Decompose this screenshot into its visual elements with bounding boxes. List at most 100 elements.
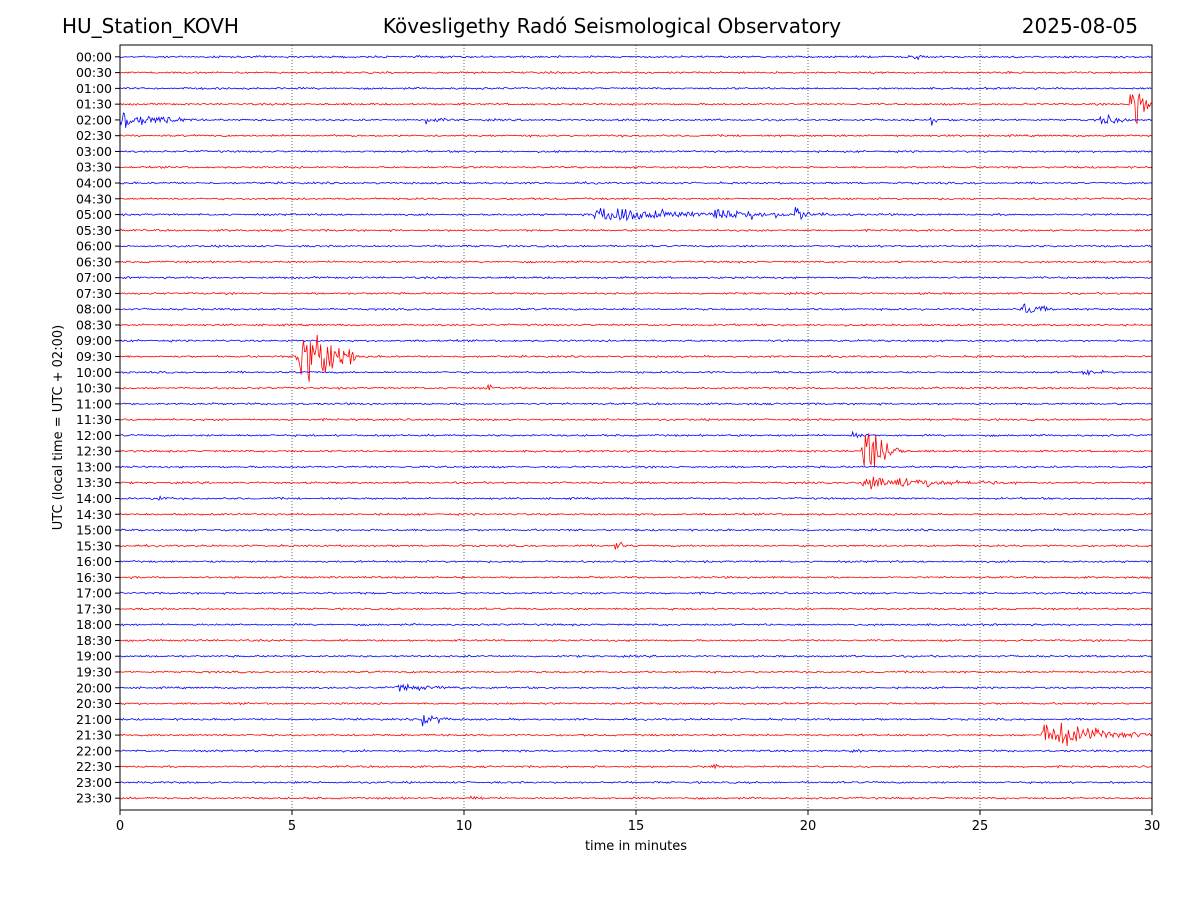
y-tick-label: 00:30: [76, 65, 112, 80]
trace-1600: [119, 559, 1153, 564]
y-tick-label: 10:00: [76, 365, 112, 380]
y-tick-label: 23:00: [76, 775, 112, 790]
y-tick-label: 20:00: [76, 680, 112, 695]
x-axis-label: time in minutes: [585, 839, 687, 854]
chart-title: Kövesligethy Radó Seismological Observat…: [382, 14, 842, 38]
trace-2030: [119, 701, 1153, 706]
x-tick-label: 30: [1144, 819, 1161, 834]
y-tick-label: 11:00: [76, 396, 112, 411]
trace-0200: [119, 112, 1153, 128]
y-tick-label: 06:00: [76, 239, 112, 254]
y-tick-label: 16:00: [76, 554, 112, 569]
y-tick-label: 08:00: [76, 302, 112, 317]
y-axis-ticks: 00:0000:3001:0001:3002:0002:3003:0003:30…: [76, 49, 120, 806]
y-tick-label: 13:00: [76, 459, 112, 474]
trace-0430: [119, 197, 1153, 201]
trace-1630: [119, 575, 1153, 580]
station-label: HU_Station_KOVH: [62, 14, 239, 38]
x-axis-ticks: 0 5 10 15 20 25 30: [116, 810, 1160, 834]
y-tick-label: 04:00: [76, 176, 112, 191]
y-tick-label: 05:30: [76, 223, 112, 238]
y-tick-label: 13:30: [76, 475, 112, 490]
y-tick-label: 14:30: [76, 507, 112, 522]
trace-1530: [119, 541, 1153, 550]
y-tick-label: 22:30: [76, 759, 112, 774]
trace-1800: [119, 622, 1153, 627]
trace-1930: [119, 670, 1153, 675]
trace-0100: [119, 86, 1153, 91]
y-tick-label: 07:30: [76, 286, 112, 301]
trace-2230: [119, 763, 1153, 770]
y-tick-label: 01:30: [76, 97, 112, 112]
trace-2300: [119, 780, 1153, 785]
trace-1200: [119, 430, 1153, 439]
seismic-traces: [119, 54, 1153, 801]
trace-0800: [119, 303, 1153, 313]
trace-2130: [119, 722, 1153, 747]
trace-1030: [119, 383, 1153, 391]
y-tick-label: 18:00: [76, 617, 112, 632]
trace-1500: [120, 528, 1152, 532]
y-axis-label: UTC (local time = UTC + 02:00): [51, 325, 66, 530]
date-label: 2025-08-05: [1021, 14, 1138, 38]
trace-0230: [119, 133, 1153, 138]
x-tick-label: 5: [288, 819, 296, 834]
y-tick-label: 16:30: [76, 570, 112, 585]
y-tick-label: 01:00: [76, 81, 112, 96]
trace-1730: [119, 607, 1153, 611]
trace-0400: [119, 181, 1153, 185]
trace-2200: [120, 748, 1153, 754]
y-tick-label: 17:30: [76, 601, 112, 616]
y-tick-label: 21:30: [76, 728, 112, 743]
trace-0730: [119, 291, 1153, 296]
y-tick-label: 03:00: [76, 144, 112, 159]
trace-0300: [119, 149, 1153, 154]
y-tick-label: 02:30: [76, 128, 112, 143]
y-tick-label: 15:30: [76, 538, 112, 553]
trace-0900: [119, 338, 1153, 343]
trace-2000: [119, 682, 1153, 692]
x-tick-label: 10: [456, 819, 473, 834]
trace-2330: [119, 795, 1153, 801]
trace-1130: [119, 417, 1153, 422]
y-tick-label: 04:30: [76, 191, 112, 206]
y-tick-label: 17:00: [76, 586, 112, 601]
trace-2100: [119, 714, 1153, 727]
grid-lines: [291, 45, 981, 810]
trace-0630: [120, 260, 1153, 264]
trace-1300: [119, 465, 1153, 469]
trace-0930: [119, 334, 1153, 382]
y-tick-label: 12:30: [76, 444, 112, 459]
trace-0830: [119, 323, 1153, 327]
trace-0700: [119, 275, 1153, 280]
y-tick-label: 00:00: [76, 49, 112, 64]
y-tick-label: 10:30: [76, 381, 112, 396]
y-tick-label: 15:00: [76, 523, 112, 538]
y-tick-label: 11:30: [76, 412, 112, 427]
y-tick-label: 08:30: [76, 317, 112, 332]
trace-0000: [119, 54, 1153, 61]
trace-0330: [119, 165, 1153, 170]
y-tick-label: 07:00: [76, 270, 112, 285]
trace-1000: [119, 369, 1152, 377]
y-tick-label: 18:30: [76, 633, 112, 648]
y-tick-label: 20:30: [76, 696, 112, 711]
y-tick-label: 14:00: [76, 491, 112, 506]
x-tick-label: 15: [628, 819, 645, 834]
trace-1100: [119, 402, 1153, 406]
trace-1830: [119, 638, 1153, 643]
y-tick-label: 03:30: [76, 160, 112, 175]
trace-0600: [119, 244, 1153, 248]
y-tick-label: 06:30: [76, 254, 112, 269]
trace-1230: [119, 433, 1153, 468]
trace-1400: [119, 495, 1153, 501]
trace-0030: [119, 70, 1153, 75]
trace-0530: [119, 228, 1153, 233]
y-tick-label: 02:00: [76, 112, 112, 127]
y-tick-label: 19:30: [76, 664, 112, 679]
y-tick-label: 22:00: [76, 743, 112, 758]
trace-1900: [119, 654, 1153, 659]
trace-0500: [119, 207, 1153, 222]
trace-0130: [119, 93, 1153, 125]
